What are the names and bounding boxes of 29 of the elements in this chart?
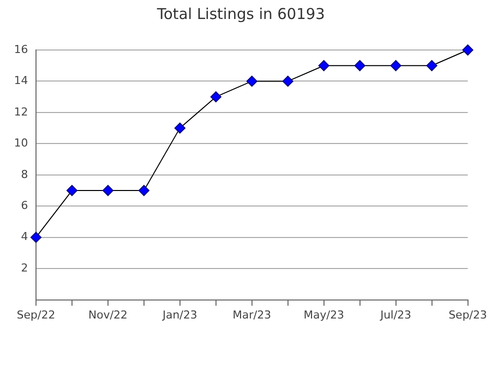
- point: [210, 91, 222, 102]
- point: [30, 232, 42, 243]
- point: [354, 60, 366, 72]
- point: [138, 185, 150, 196]
- y-tick-label: 16: [14, 42, 28, 56]
- point: [174, 122, 186, 134]
- point: [462, 44, 474, 56]
- y-tick-label: 10: [14, 136, 28, 150]
- x-tick-label: May/23: [304, 308, 344, 322]
- y-tick-label: 8: [20, 168, 28, 181]
- x-tick-label: Mar/23: [232, 308, 272, 322]
- x-tick-label: Nov/22: [88, 308, 128, 322]
- point: [426, 60, 438, 72]
- point: [282, 76, 294, 87]
- point: [318, 60, 330, 72]
- point: [66, 185, 78, 196]
- point: [390, 60, 402, 72]
- y-tick-label: 12: [14, 105, 28, 118]
- chart-title: Total Listings in 60193: [156, 4, 325, 23]
- x-tick-label: Jan/23: [162, 308, 198, 322]
- point: [246, 76, 258, 87]
- y-tick-label: 4: [20, 230, 28, 244]
- y-tick-label: 6: [20, 198, 28, 212]
- point: [102, 185, 114, 196]
- x-tick-label: Sep/23: [448, 308, 487, 322]
- y-tick-label: 14: [14, 74, 28, 88]
- x-tick-label: Sep/22: [16, 308, 56, 322]
- x-tick-label: Jul/23: [379, 308, 412, 322]
- y-tick-label: 2: [20, 261, 28, 274]
